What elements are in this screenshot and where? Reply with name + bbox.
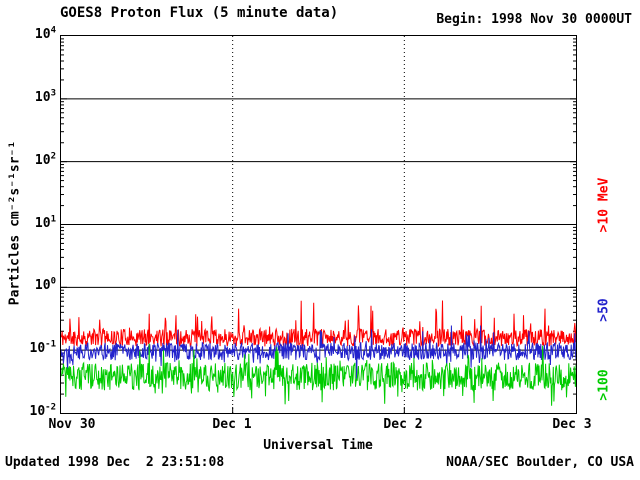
series-label--100: >100 [596, 369, 612, 401]
y-tick-label: 10-2 [29, 402, 57, 419]
credit-label: NOAA/SEC Boulder, CO USA [446, 455, 634, 470]
x-axis-label: Universal Time [263, 438, 373, 453]
x-tick-label: Nov 30 [48, 417, 96, 432]
plot-canvas [61, 36, 576, 413]
updated-timestamp: Updated 1998 Dec 2 23:51:08 [5, 455, 225, 470]
y-tick-label: 100 [34, 277, 56, 294]
x-tick-label: Dec 2 [383, 417, 423, 432]
x-tick-label: Dec 1 [212, 417, 252, 432]
chart-title: GOES8 Proton Flux (5 minute data) [60, 5, 339, 21]
series-label--50: >50 [596, 298, 612, 322]
y-tick-label: 101 [34, 214, 56, 231]
y-tick-label: 10-1 [29, 339, 57, 357]
x-tick-label: Dec 3 [552, 417, 592, 432]
y-tick-label: 104 [34, 25, 56, 42]
begin-time-label: Begin: 1998 Nov 30 0000UT [436, 12, 632, 27]
series-label--10-mev: >10 MeV [596, 177, 612, 233]
y-tick-label: 102 [34, 151, 56, 168]
y-tick-label: 103 [34, 88, 56, 105]
plot-area [60, 35, 577, 414]
